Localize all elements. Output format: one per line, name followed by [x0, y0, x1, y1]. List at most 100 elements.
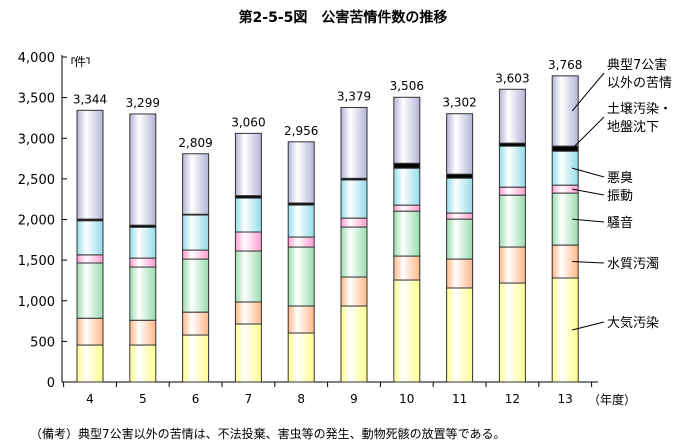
bar-segment — [446, 113, 474, 175]
bar-segment — [287, 204, 315, 238]
x-tick-label: 13 — [558, 392, 573, 406]
x-tick-label: 11 — [452, 392, 467, 406]
y-tick-label: 3,000 — [18, 132, 55, 147]
total-label: 3,060 — [231, 115, 265, 129]
bar-segment — [234, 323, 262, 383]
legend-label: 典型7公害 — [607, 57, 667, 73]
total-label: 3,603 — [495, 71, 529, 85]
y-tick-label: 1,000 — [18, 295, 55, 310]
total-label: 3,768 — [548, 58, 582, 72]
bar-segment — [393, 255, 421, 281]
legend-leader-line — [571, 72, 605, 112]
x-tick-label: 4 — [86, 392, 94, 406]
legend-leader-line — [572, 218, 605, 223]
total-label: 3,379 — [337, 89, 371, 103]
bar-segment — [76, 220, 104, 256]
bar-segment — [182, 249, 210, 260]
bar-group-11: 3,302 11 — [442, 96, 476, 406]
bar-group-13: 3,768 13 — [548, 58, 582, 406]
bar-segment — [287, 305, 315, 334]
footnote: （備考）典型7公害以外の苦情は、不法投棄、害虫等の発生、動物死骸の放置等である。 — [30, 426, 506, 441]
bar-segment — [129, 266, 157, 321]
bar-segment — [76, 344, 104, 383]
bar-group-6: 2,809 6 — [178, 136, 212, 406]
bar-segment — [498, 145, 526, 188]
x-tick-label: 5 — [139, 392, 147, 406]
bar-segment — [340, 276, 368, 307]
total-label: 3,344 — [73, 92, 107, 106]
x-tick-label: 10 — [399, 392, 414, 406]
bar-segment — [234, 197, 262, 233]
bar-group-4: 3,344 4 — [73, 92, 107, 406]
legend-leader-line — [572, 321, 605, 331]
bar-segment — [446, 287, 474, 383]
bar-group-7: 3,060 7 — [231, 115, 265, 406]
x-tick-label: 7 — [245, 392, 253, 406]
bar-group-9: 3,379 9 — [337, 89, 371, 406]
bar-group-12: 3,603 12 — [495, 71, 529, 406]
bar-segment — [182, 258, 210, 313]
bar-segment — [340, 226, 368, 278]
y-tick-label: 4,000 — [18, 51, 55, 66]
bar-segment — [498, 88, 526, 144]
y-tick-label: 3,500 — [18, 92, 55, 107]
y-unit-label: 件 — [74, 55, 86, 69]
bar-segment — [234, 231, 262, 252]
bar-segment — [287, 332, 315, 383]
total-label: 2,809 — [178, 136, 212, 150]
bar-segment — [340, 217, 368, 228]
legend-label: 以外の苦情 — [607, 75, 672, 91]
legend-leader-line — [572, 188, 605, 196]
y-tick-label: 1,500 — [18, 254, 55, 269]
bar-segment — [551, 277, 579, 383]
bar-segment — [76, 262, 104, 319]
x-tick-label: 8 — [297, 392, 305, 406]
bar-segment — [498, 194, 526, 248]
y-unit-bracket — [71, 57, 90, 64]
bar-segment — [182, 311, 210, 336]
bar-segment — [498, 246, 526, 284]
bar-segment — [446, 212, 474, 220]
total-label: 2,956 — [284, 124, 318, 138]
y-tick-label: 2,000 — [18, 214, 55, 229]
y-tick-label: 0 — [47, 376, 55, 391]
bar-group-5: 3,299 5 — [126, 96, 160, 406]
y-tick-label: 2,500 — [18, 173, 55, 188]
total-label: 3,506 — [390, 79, 424, 93]
bar-segment — [287, 236, 315, 248]
bar-segment — [340, 179, 368, 219]
legend-label: 騒音 — [607, 215, 633, 231]
x-tick-label: 12 — [505, 392, 520, 406]
chart-title: 第2-5-5図 公害苦情件数の推移 — [239, 9, 448, 26]
bar-segment — [393, 279, 421, 383]
bar-segment — [446, 177, 474, 214]
bar-group-8: 2,956 8 — [284, 124, 318, 406]
x-tick-label: 6 — [192, 392, 200, 406]
legend-label: 悪臭 — [607, 171, 633, 186]
legend-label: 土壌汚染・ — [607, 102, 672, 117]
legend-label: 水質汚濁 — [607, 256, 659, 272]
bar-segment — [182, 153, 210, 215]
legend-leader-line — [571, 116, 605, 150]
bar-segment — [129, 257, 157, 268]
bar-segment — [393, 162, 421, 169]
legend-leader-line — [572, 261, 605, 264]
total-label: 3,299 — [126, 96, 160, 110]
bar-segment — [393, 204, 421, 212]
bar-segment — [446, 173, 474, 179]
bar-segment — [551, 75, 579, 147]
bar-segment — [498, 282, 526, 383]
bar-segment — [129, 113, 157, 226]
bar-segment — [182, 214, 210, 251]
x-unit-label: （年度） — [588, 392, 636, 407]
bar-segment — [182, 334, 210, 383]
bar-segment — [498, 186, 526, 196]
bar-segment — [234, 132, 262, 197]
bar-segment — [340, 305, 368, 383]
bar-segment — [129, 226, 157, 259]
total-label: 3,302 — [442, 96, 476, 110]
bar-segment — [287, 141, 315, 204]
bar-segment — [287, 246, 315, 307]
